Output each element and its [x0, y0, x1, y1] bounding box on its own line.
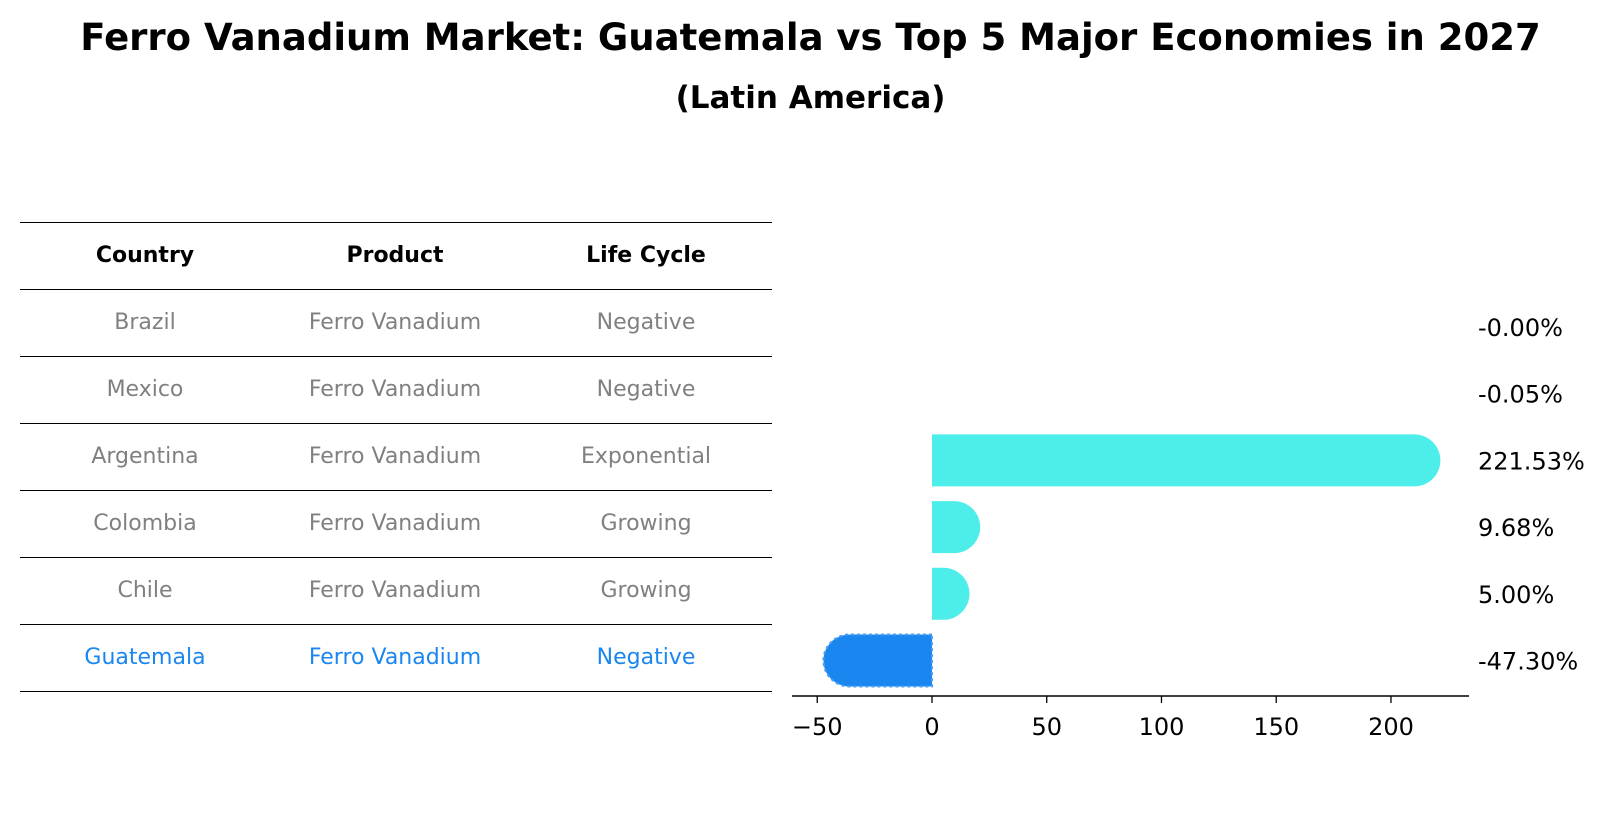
bar-guatemala — [822, 633, 933, 688]
value-label: 221.53% — [1478, 447, 1585, 475]
x-tick-label: 100 — [1139, 713, 1185, 741]
cell-country: Brazil — [114, 310, 176, 335]
value-label: -0.05% — [1478, 381, 1563, 409]
cell-product: Ferro Vanadium — [308, 578, 482, 603]
bar-colombia — [931, 501, 981, 554]
value-label: 9.68% — [1478, 514, 1554, 542]
cell-product: Ferro Vanadium — [308, 310, 482, 335]
x-tick-label: −50 — [792, 713, 843, 741]
chart-title: Ferro Vanadium Market: Guatemala vs Top … — [80, 16, 1541, 59]
value-label: 5.00% — [1478, 581, 1554, 609]
table-row: Mexico Ferro Vanadium Negative — [20, 356, 772, 423]
cell-life-cycle: Growing — [600, 511, 692, 536]
header-country: Country — [95, 243, 195, 268]
bar-chile — [931, 567, 970, 620]
cell-country: Argentina — [91, 444, 199, 469]
cell-life-cycle: Negative — [596, 377, 696, 402]
value-label: -47.30% — [1478, 648, 1578, 676]
table-row-highlight: Guatemala Ferro Vanadium Negative — [20, 624, 772, 692]
table-row: Brazil Ferro Vanadium Negative — [20, 289, 772, 356]
x-tick-label: 0 — [924, 713, 939, 741]
cell-life-cycle: Growing — [600, 578, 692, 603]
cell-product: Ferro Vanadium — [308, 444, 482, 469]
x-tick-label: 150 — [1253, 713, 1299, 741]
country-table: Country Product Life Cycle Brazil Ferro … — [20, 222, 772, 692]
cell-country: Guatemala — [84, 645, 206, 670]
cell-life-cycle: Exponential — [580, 444, 712, 469]
cell-country: Colombia — [93, 511, 197, 536]
cell-country: Mexico — [106, 377, 184, 402]
cell-product: Ferro Vanadium — [308, 377, 482, 402]
value-label: -0.00% — [1478, 314, 1563, 342]
chart-subtitle: (Latin America) — [675, 80, 946, 116]
table-row: Argentina Ferro Vanadium Exponential — [20, 423, 772, 490]
bar-argentina — [931, 434, 1441, 487]
table-row: Colombia Ferro Vanadium Growing — [20, 490, 772, 557]
cell-product: Ferro Vanadium — [308, 645, 482, 670]
x-tick-label: 50 — [1031, 713, 1062, 741]
cell-product: Ferro Vanadium — [308, 511, 482, 536]
cell-life-cycle: Negative — [596, 310, 696, 335]
header-life-cycle: Life Cycle — [586, 243, 706, 268]
cell-country: Chile — [117, 578, 173, 603]
table-header-row: Country Product Life Cycle — [20, 222, 772, 289]
table-row: Chile Ferro Vanadium Growing — [20, 557, 772, 624]
header-product: Product — [346, 243, 444, 268]
x-tick-label: 200 — [1368, 713, 1414, 741]
cell-life-cycle: Negative — [596, 645, 696, 670]
